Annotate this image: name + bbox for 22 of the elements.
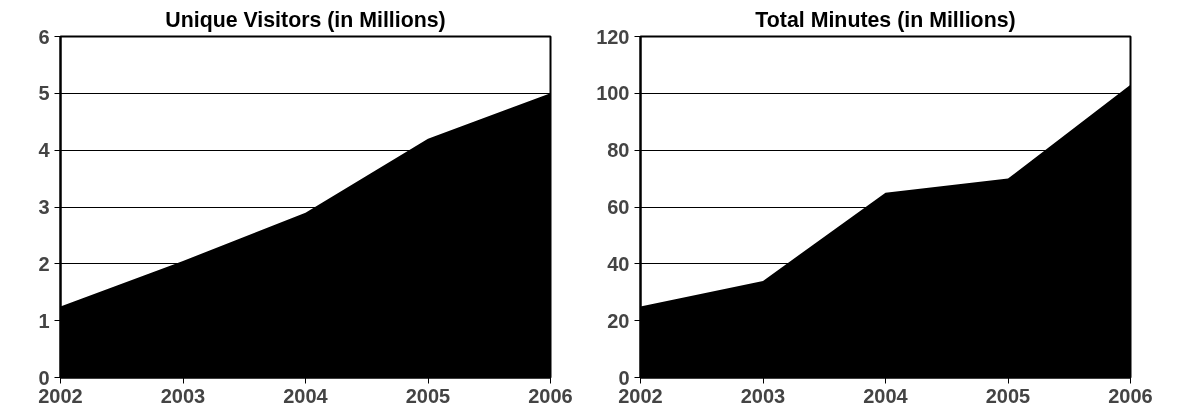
y-tick-label: 5 <box>38 82 50 105</box>
y-tick-label: 3 <box>38 196 50 218</box>
x-tick-label: 2004 <box>863 384 909 407</box>
y-tick-label: 40 <box>607 252 630 275</box>
y-tick-label: 1 <box>38 309 50 332</box>
x-tick-label: 2003 <box>160 384 206 407</box>
x-tick-label: 2003 <box>740 384 786 407</box>
x-tick-label: 2006 <box>1108 384 1153 407</box>
y-tick-label: 80 <box>607 139 630 162</box>
y-tick-label: 2 <box>38 252 50 275</box>
x-tick-label: 2006 <box>528 384 573 407</box>
x-tick-label: 2005 <box>985 384 1031 407</box>
chart-title: Total Minutes (in Millions) <box>755 7 1016 32</box>
chart-title: Unique Visitors (in Millions) <box>165 7 446 32</box>
x-tick-label: 2005 <box>405 384 451 407</box>
y-tick-label: 60 <box>607 196 630 218</box>
y-tick-label: 100 <box>596 82 630 105</box>
y-tick-label: 120 <box>596 25 630 48</box>
y-tick-label: 4 <box>38 139 51 162</box>
x-tick-label: 2004 <box>283 384 329 407</box>
y-tick-label: 20 <box>607 309 630 332</box>
y-tick-label: 6 <box>38 25 50 48</box>
